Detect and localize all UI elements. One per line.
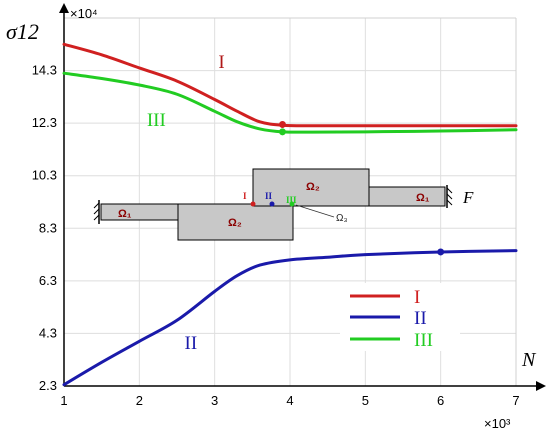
inset-label-omega2-right: Ω₂ — [306, 181, 320, 193]
series-layer — [62, 42, 518, 387]
inset-point-III — [289, 201, 295, 207]
inset-label-omega2-left: Ω₂ — [228, 217, 242, 229]
series-marker-III — [278, 128, 286, 136]
inset-point-I — [250, 201, 256, 207]
inset-point-II — [269, 201, 275, 207]
inset-hatch-left — [93, 202, 100, 221]
inset-point-label-II: II — [265, 191, 273, 201]
y-tick-label: 10.3 — [32, 168, 57, 183]
curve-label-II: II — [185, 333, 198, 354]
legend-label-I: I — [414, 287, 420, 308]
inset-region-omega1-left — [100, 203, 179, 221]
x-tick-label: 2 — [136, 393, 143, 408]
curve-label-III: III — [147, 110, 166, 131]
x-axis-multiplier: ×10³ — [484, 416, 511, 431]
inset-point-label-III: III — [286, 195, 297, 205]
inset-structure-diagram: Ω₁ Ω₂ Ω₂ Ω₁ I II III Ω₃ F — [93, 168, 474, 241]
x-tick-label: 5 — [362, 393, 369, 408]
series-line-III — [62, 71, 518, 134]
inset-label-omega1-left: Ω₁ — [118, 208, 132, 220]
x-tick-label: 3 — [211, 393, 218, 408]
inset-region-omega2-left — [177, 203, 294, 241]
x-tick-label: 6 — [437, 393, 444, 408]
axes: 1 2 3 4 5 6 7 2.3 4.3 6.3 8.3 10.3 12.3 14.3 — [32, 3, 546, 408]
y-tick-label: 4.3 — [39, 325, 57, 340]
series-line-II — [62, 249, 518, 387]
inset-region-omega1-right — [368, 186, 446, 207]
inset-point-label-I: I — [243, 191, 247, 201]
y-axis-title: σ12 — [6, 19, 39, 44]
inset-label-omega3: Ω₃ — [336, 213, 348, 224]
curve-label-I: I — [218, 52, 224, 73]
series-marker-I — [278, 120, 286, 128]
y-tick-label: 2.3 — [39, 378, 57, 393]
series-line-I — [62, 42, 518, 128]
x-tick-label: 7 — [512, 393, 519, 408]
y-axis-multiplier: ×10⁴ — [70, 6, 98, 21]
legend-label-II: II — [414, 308, 427, 329]
legend-label-III: III — [414, 330, 433, 351]
y-tick-label: 12.3 — [32, 115, 57, 130]
x-tick-label: 4 — [286, 393, 293, 408]
y-tick-label: 6.3 — [39, 273, 57, 288]
series-marker-II — [437, 248, 445, 256]
inset-label-omega1-right: Ω₁ — [416, 192, 430, 204]
y-tick-label: 14.3 — [32, 63, 57, 78]
x-axis-arrow — [536, 381, 546, 391]
inset-region-omega2-right — [252, 168, 370, 207]
y-axis-arrow — [59, 3, 69, 13]
inset-hatch-right — [446, 187, 453, 206]
inset-force-label: F — [462, 188, 474, 207]
y-tick-label: 8.3 — [39, 220, 57, 235]
inset-omega3-leader — [295, 204, 335, 218]
legend: I II III — [340, 283, 460, 351]
x-tick-label: 1 — [60, 393, 67, 408]
x-axis-title: N — [521, 349, 537, 371]
